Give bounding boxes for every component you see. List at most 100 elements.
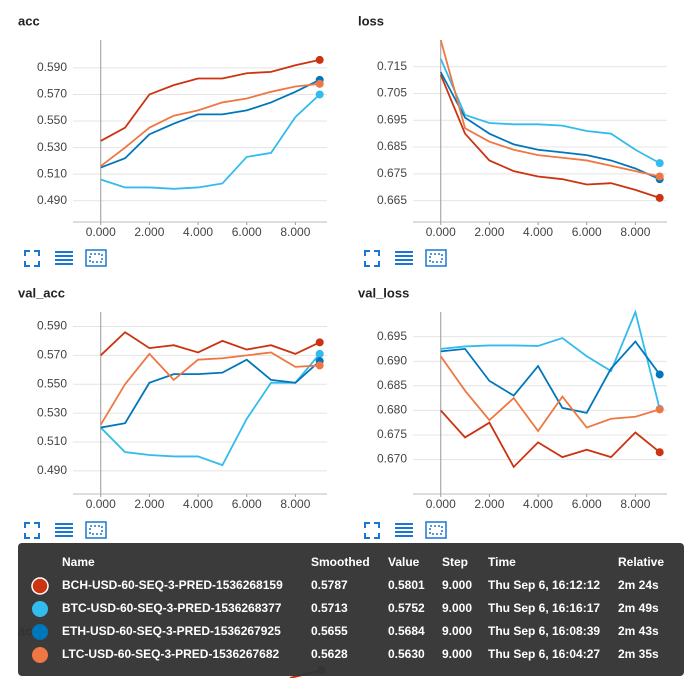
series-line [439,58,661,164]
series-line [440,340,661,414]
x-tick-label: 8.000 [280,225,310,239]
y-tick-label: 0.550 [37,113,67,127]
series-swatch [32,624,48,640]
y-tick-label: 0.490 [37,193,67,207]
x-tick-label: 4.000 [523,225,553,239]
tooltip-cell: 0.5713 [311,601,348,615]
icon [429,253,443,263]
fit-button[interactable] [364,522,380,539]
series-line [100,82,320,167]
y-tick-label: 0.715 [377,59,407,73]
series-end-point [655,159,664,168]
icon [364,522,380,539]
series-line [439,71,661,180]
zoom-button[interactable] [85,521,107,539]
y-tick-label: 0.590 [37,319,67,333]
tooltip-cell: LTC-USD-60-SEQ-3-PRED-1536267682 [62,647,280,661]
log-button[interactable] [395,523,413,537]
series-end-point [315,55,324,64]
y-tick-label: 0.695 [377,112,407,126]
y-tick-label: 0.570 [37,87,67,101]
y-tick-label: 0.510 [37,434,67,448]
tooltip-header: Relative [618,555,664,569]
x-tick-label: 0.000 [86,497,116,511]
tooltip-cell: 2m 49s [618,601,659,615]
x-tick-label: 6.000 [572,225,602,239]
tooltip-cell: 0.5628 [311,647,348,661]
tooltip-cell: 9.000 [442,578,472,592]
tooltip-cell: Thu Sep 6, 16:04:27 [488,647,600,661]
y-tick-label: 0.510 [37,166,67,180]
x-tick-label: 6.000 [232,497,262,511]
series-end-point [655,193,664,202]
series-line [100,353,321,467]
tooltip-cell: ETH-USD-60-SEQ-3-PRED-1536267925 [62,624,281,638]
tooltip-header: Step [442,555,468,569]
series-end-point [315,349,324,358]
y-tick-label: 0.675 [377,166,407,180]
icon [89,253,103,263]
x-tick-label: 2.000 [134,225,164,239]
tooltip-cell: 9.000 [442,601,472,615]
plot-area [100,55,324,190]
y-tick-label: 0.665 [377,193,407,207]
log-button[interactable] [55,251,73,265]
x-tick-label: 6.000 [232,225,262,239]
tooltip-cell: 9.000 [442,624,472,638]
series-line [100,358,321,429]
fit-button[interactable] [24,250,40,267]
plot-area [99,331,324,467]
zoom-button[interactable] [425,521,447,539]
zoom-button[interactable] [425,249,447,267]
x-tick-label: 4.000 [523,497,553,511]
y-tick-label: 0.530 [37,140,67,154]
y-tick-label: 0.490 [37,463,67,477]
series-end-point [315,79,324,88]
series-end-point [315,338,324,347]
tooltip-header: Value [388,555,420,569]
tooltip-cell: 0.5630 [388,647,425,661]
series-end-point [315,361,324,370]
series-end-point [655,448,664,457]
tooltip-header: Time [488,555,516,569]
x-tick-label: 2.000 [134,497,164,511]
fit-button[interactable] [364,250,380,267]
y-tick-label: 0.670 [377,452,407,466]
series-end-point [315,90,324,99]
series-end-point [655,405,664,414]
tooltip-cell: 2m 24s [618,578,659,592]
series-line [439,39,660,178]
y-tick-label: 0.675 [377,427,407,441]
log-button[interactable] [395,251,413,265]
tooltip-header: Smoothed [311,555,370,569]
chart-title: val_acc [18,285,65,300]
zoom-button[interactable] [85,249,107,267]
tooltip-cell: 0.5787 [311,578,348,592]
series-line [100,79,321,169]
chart-title: acc [18,13,40,28]
tooltip-cell: BTC-USD-60-SEQ-3-PRED-1536268377 [62,601,282,615]
log-button[interactable] [55,523,73,537]
fit-button[interactable] [24,522,40,539]
y-tick-label: 0.705 [377,86,407,100]
series-line [440,409,661,469]
tooltip-cell: 0.5684 [388,624,425,638]
series-line [99,351,320,426]
icon [425,249,447,267]
x-tick-label: 2.000 [474,497,504,511]
icon [24,522,40,539]
icon [89,525,103,535]
x-tick-label: 0.000 [426,497,456,511]
y-tick-label: 0.590 [37,60,67,74]
icon [24,250,40,267]
y-tick-label: 0.685 [377,378,407,392]
series-swatch [31,577,49,595]
tooltip-cell: 0.5801 [388,578,425,592]
x-tick-label: 8.000 [620,497,650,511]
plot-area [439,39,664,202]
tooltip-header: Name [62,555,95,569]
tooltip-cell: Thu Sep 6, 16:16:17 [488,601,600,615]
series-end-point [655,370,664,379]
tooltip-cell: Thu Sep 6, 16:08:39 [488,624,600,638]
tooltip-cell: Thu Sep 6, 16:12:12 [488,578,600,592]
